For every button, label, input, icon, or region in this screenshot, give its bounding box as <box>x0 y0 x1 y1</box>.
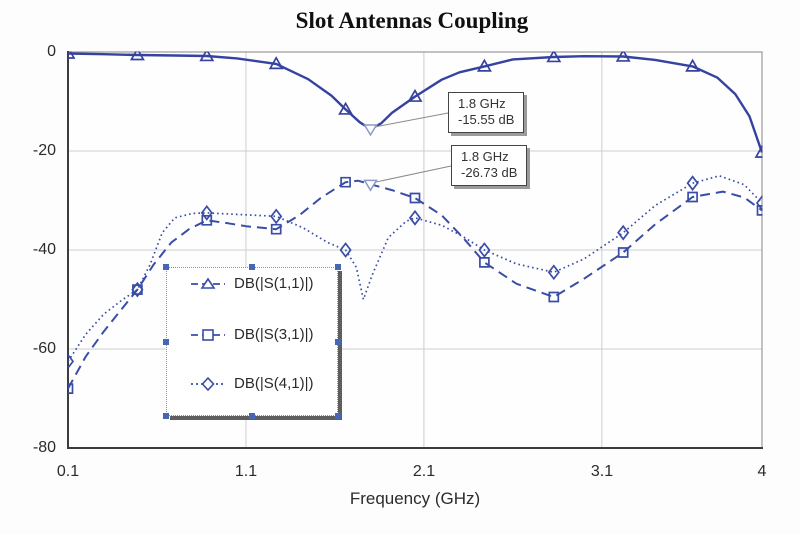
x-axis-label: Frequency (GHz) <box>349 489 481 508</box>
x-tick-label: 0.1 <box>56 463 80 480</box>
x-tick-label: 1.1 <box>234 463 258 480</box>
selection-handle[interactable] <box>249 264 255 270</box>
triangle-marker-icon <box>191 277 225 289</box>
selection-handle[interactable] <box>335 413 341 419</box>
legend-item: DB(|S(1,1)|) <box>189 273 313 293</box>
legend-box[interactable]: DB(|S(1,1)|) DB(|S(3,1)|) DB(|S(4,1)|) <box>163 264 341 419</box>
y-tick-label: -20 <box>32 142 56 159</box>
annotation-value: -26.73 dB <box>461 165 518 180</box>
y-tick-label: 0 <box>47 43 56 60</box>
legend-item: DB(|S(3,1)|) <box>189 324 313 344</box>
plot-frame <box>67 51 763 449</box>
series-diamond <box>68 174 763 370</box>
y-tick-label: -40 <box>32 241 56 258</box>
x-tick-label: 4 <box>757 463 767 480</box>
annotation-freq: 1.8 GHz <box>458 96 506 111</box>
legend-item: DB(|S(4,1)|) <box>189 373 313 393</box>
callout-leader-line <box>374 112 449 128</box>
selection-handle[interactable] <box>335 339 341 345</box>
legend-item-label: DB(|S(4,1)|) <box>234 374 314 392</box>
callout-leader-line <box>374 165 452 183</box>
annotation-point-marker <box>363 124 378 137</box>
y-tick-label: -60 <box>32 340 56 357</box>
annotation-point-marker <box>363 179 378 192</box>
series-triangle <box>68 51 763 158</box>
selection-handle[interactable] <box>249 413 255 419</box>
selection-handle[interactable] <box>163 413 169 419</box>
y-tick-label: -80 <box>32 439 56 456</box>
legend-item-label: DB(|S(3,1)|) <box>234 325 314 343</box>
series-square <box>68 176 763 394</box>
x-tick-label: 3.1 <box>590 463 614 480</box>
x-tick-label: 2.1 <box>412 463 436 480</box>
legend-item-label: DB(|S(1,1)|) <box>234 274 314 292</box>
annotation-callout[interactable]: 1.8 GHz -26.73 dB <box>451 145 528 186</box>
chart-title: Slot Antennas Coupling <box>295 8 529 33</box>
selection-handle[interactable] <box>335 264 341 270</box>
annotation-freq: 1.8 GHz <box>461 149 509 164</box>
selection-handle[interactable] <box>163 339 169 345</box>
annotation-value: -15.55 dB <box>458 112 515 127</box>
square-marker-icon <box>191 329 225 341</box>
diamond-marker-icon <box>191 376 225 391</box>
annotation-callout[interactable]: 1.8 GHz -15.55 dB <box>448 92 525 133</box>
selection-handle[interactable] <box>163 264 169 270</box>
